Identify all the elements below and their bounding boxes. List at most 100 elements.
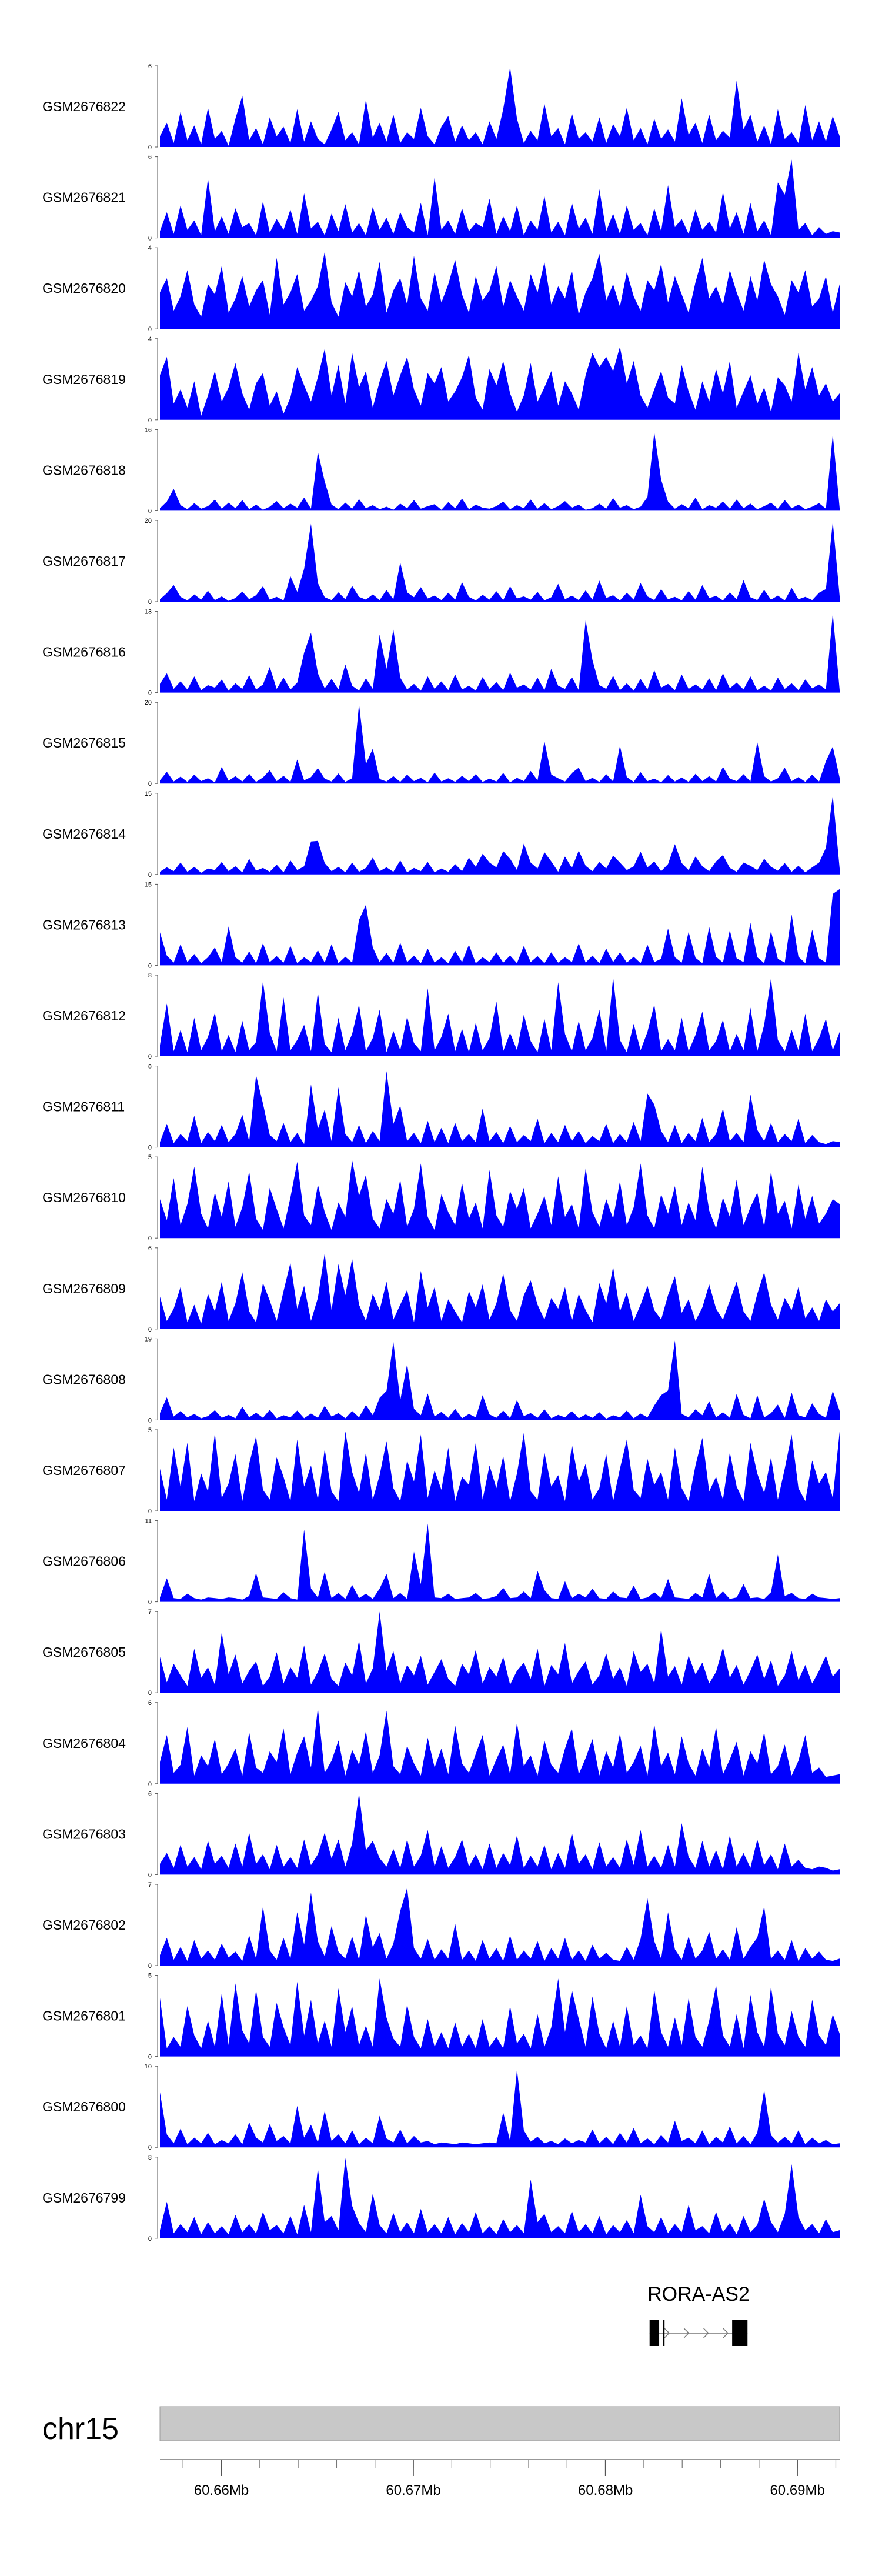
- y-tick-min: 0: [148, 1235, 152, 1242]
- y-tick-max: 8: [148, 1063, 152, 1070]
- y-tick-max: 6: [148, 1700, 152, 1707]
- track-label: GSM2676819: [42, 372, 126, 387]
- track-label: GSM2676807: [42, 1463, 126, 1478]
- y-tick-max: 19: [145, 1336, 152, 1343]
- gene-label: RORA-AS2: [647, 2283, 750, 2305]
- genome-axis: 60.66Mb 60.67Mb 60.68Mb 60.69Mb: [160, 2459, 840, 2498]
- y-tick-max: 6: [148, 154, 152, 161]
- y-tick-max: 20: [145, 699, 152, 706]
- y-tick-min: 0: [148, 872, 152, 879]
- y-tick-min: 0: [148, 780, 152, 788]
- signal-area: [160, 159, 840, 238]
- track-label: GSM2676816: [42, 645, 126, 660]
- track-label: GSM2676809: [42, 1281, 126, 1296]
- y-tick-max: 16: [145, 426, 152, 433]
- y-tick-max: 11: [145, 1518, 152, 1525]
- y-tick-max: 4: [148, 336, 152, 343]
- track-label: GSM2676803: [42, 1826, 126, 1841]
- track-label: GSM2676815: [42, 735, 126, 750]
- track-GSM2676808: GSM2676808 19 0: [42, 1336, 840, 1424]
- track-label: GSM2676821: [42, 190, 126, 205]
- y-tick-max: 6: [148, 1245, 152, 1252]
- track-GSM2676817: GSM2676817 20 0: [42, 518, 840, 606]
- track-GSM2676807: GSM2676807 5 0: [42, 1427, 840, 1515]
- track-GSM2676811: GSM2676811 8 0: [42, 1063, 840, 1152]
- signal-area: [160, 1071, 840, 1147]
- y-tick-min: 0: [148, 144, 152, 151]
- signal-area: [160, 252, 840, 329]
- y-tick-min: 0: [148, 1326, 152, 1333]
- signal-area: [160, 1708, 840, 1784]
- y-tick-min: 0: [148, 1599, 152, 1606]
- y-tick-max: 5: [148, 1427, 152, 1434]
- signal-area: [160, 795, 840, 875]
- track-label: GSM2676800: [42, 2099, 126, 2114]
- axis-tick-label: 60.66Mb: [194, 2482, 249, 2498]
- track-GSM2676805: GSM2676805 7 0: [42, 1609, 840, 1697]
- track-GSM2676810: GSM2676810 5 0: [42, 1154, 840, 1242]
- signal-area: [160, 522, 840, 602]
- track-GSM2676806: GSM2676806 11 0: [42, 1518, 840, 1606]
- signal-area: [160, 67, 840, 147]
- track-label: GSM2676804: [42, 1736, 126, 1751]
- signal-area: [160, 889, 840, 966]
- signal-area: [160, 1611, 840, 1693]
- track-label: GSM2676806: [42, 1554, 126, 1569]
- track-label: GSM2676799: [42, 2190, 126, 2205]
- signal-area: [160, 977, 840, 1056]
- track-label: GSM2676802: [42, 1917, 126, 1933]
- track-label: GSM2676813: [42, 917, 126, 932]
- y-tick-min: 0: [148, 2144, 152, 2151]
- y-tick-min: 0: [148, 326, 152, 333]
- track-GSM2676818: GSM2676818 16 0: [42, 426, 840, 515]
- signal-area: [160, 613, 840, 693]
- chromosome-label: chr15: [42, 2412, 119, 2446]
- y-tick-max: 5: [148, 1154, 152, 1161]
- y-tick-min: 0: [148, 1417, 152, 1424]
- signal-area: [160, 1887, 840, 1966]
- y-tick-max: 8: [148, 972, 152, 979]
- gene-annotation-track: RORA-AS2: [647, 2283, 750, 2346]
- gene-model: [649, 2320, 748, 2346]
- y-tick-min: 0: [148, 1871, 152, 1878]
- exon-block: [649, 2320, 660, 2346]
- track-GSM2676816: GSM2676816 13 0: [42, 609, 840, 697]
- signal-area: [160, 346, 840, 420]
- track-GSM2676803: GSM2676803 6 0: [42, 1790, 840, 1878]
- track-GSM2676813: GSM2676813 15 0: [42, 881, 840, 969]
- y-tick-min: 0: [148, 508, 152, 515]
- track-label: GSM2676812: [42, 1008, 126, 1023]
- y-tick-max: 15: [145, 881, 152, 888]
- track-label: GSM2676810: [42, 1190, 126, 1205]
- axis-tick-label: 60.68Mb: [578, 2482, 633, 2498]
- y-tick-min: 0: [148, 1053, 152, 1060]
- signal-area: [160, 1160, 840, 1239]
- strand-arrow: [683, 2328, 690, 2338]
- track-label: GSM2676814: [42, 826, 126, 842]
- y-tick-min: 0: [148, 417, 152, 424]
- y-tick-min: 0: [148, 599, 152, 606]
- track-GSM2676804: GSM2676804 6 0: [42, 1700, 840, 1788]
- track-label: GSM2676805: [42, 1644, 126, 1660]
- y-tick-min: 0: [148, 2054, 152, 2061]
- chromosome-ideogram: [159, 2406, 840, 2441]
- track-GSM2676801: GSM2676801 5 0: [42, 1973, 840, 2061]
- y-tick-min: 0: [148, 1508, 152, 1515]
- track-label: GSM2676818: [42, 462, 126, 478]
- track-label: GSM2676808: [42, 1372, 126, 1387]
- y-tick-min: 0: [148, 962, 152, 969]
- y-tick-max: 20: [145, 518, 152, 525]
- signal-tracks: GSM267682260GSM267682160GSM267682040GSM2…: [42, 63, 840, 2243]
- signal-area: [160, 2158, 840, 2238]
- track-GSM2676821: GSM2676821 6 0: [42, 154, 840, 242]
- signal-area: [160, 1431, 840, 1511]
- track-label: GSM2676811: [42, 1099, 125, 1115]
- y-tick-min: 0: [148, 1144, 152, 1152]
- y-tick-min: 0: [148, 2235, 152, 2243]
- track-GSM2676802: GSM2676802 7 0: [42, 1881, 840, 1970]
- signal-area: [160, 432, 840, 511]
- axis-tick-label: 60.67Mb: [386, 2482, 440, 2498]
- strand-arrow: [723, 2328, 729, 2338]
- strand-arrow: [664, 2328, 670, 2338]
